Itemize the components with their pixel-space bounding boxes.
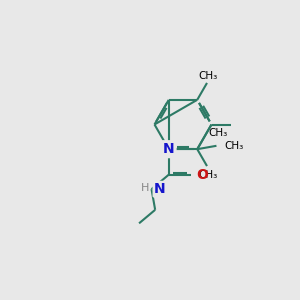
Text: H: H bbox=[141, 183, 149, 193]
Text: CH₃: CH₃ bbox=[199, 170, 218, 180]
Text: O: O bbox=[197, 168, 208, 182]
Text: CH₃: CH₃ bbox=[224, 141, 243, 151]
Text: N: N bbox=[154, 182, 166, 196]
Text: N: N bbox=[163, 142, 175, 156]
Text: CH₃: CH₃ bbox=[209, 128, 228, 137]
Text: CH₃: CH₃ bbox=[199, 70, 218, 80]
